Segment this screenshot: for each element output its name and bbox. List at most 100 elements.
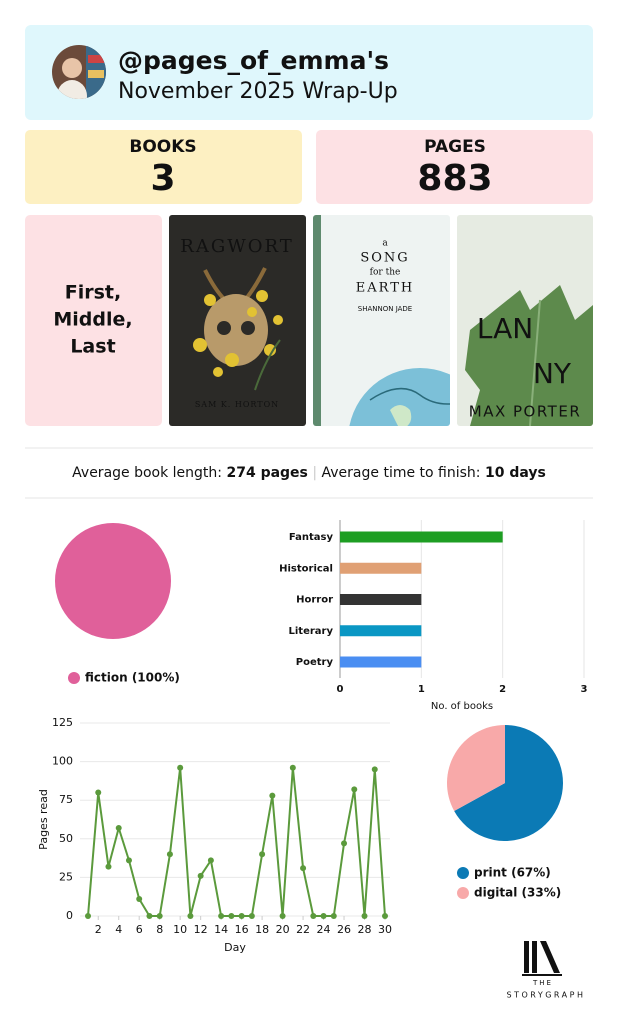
y-tick-label: 0: [66, 909, 73, 922]
book-title: NY: [533, 357, 572, 390]
point: [279, 913, 286, 919]
legend-swatch: [68, 672, 80, 684]
book-title: a: [382, 239, 388, 249]
username: @pages_of_emma's: [118, 46, 389, 75]
books-label: BOOKS: [129, 137, 196, 157]
pie-slice: [447, 725, 505, 811]
book-title: LAN: [477, 312, 533, 345]
avg-time: 10 days: [485, 465, 546, 481]
x-axis-label: No. of books: [431, 701, 493, 712]
point: [95, 789, 102, 796]
highlight-line: Middle,: [53, 309, 132, 331]
point: [115, 824, 122, 831]
point: [330, 913, 337, 919]
y-tick-label: 125: [52, 716, 73, 729]
book-cover: [169, 215, 306, 426]
highlight-box: [25, 215, 162, 426]
x-axis-label: Day: [224, 941, 246, 954]
x-tick-label: 1: [418, 684, 425, 695]
category-label: Fantasy: [289, 532, 334, 543]
point: [197, 872, 204, 879]
separator: |: [312, 465, 317, 481]
header-box: [25, 25, 593, 120]
x-tick-label: 2: [499, 684, 506, 695]
pages-label: PAGES: [424, 137, 486, 157]
legend-swatch: [457, 867, 469, 879]
x-tick-label: 0: [337, 684, 344, 695]
book-author: SHANNON JADE: [358, 305, 412, 313]
line: [87, 766, 386, 917]
averages: Average book length: 274 pages | Average…: [72, 465, 546, 481]
x-tick-label: 2: [95, 923, 102, 936]
x-tick-label: 10: [173, 923, 187, 936]
point: [156, 913, 163, 919]
x-tick-label: 20: [276, 923, 290, 936]
x-tick-label: 22: [296, 923, 310, 936]
point: [300, 865, 307, 872]
point: [85, 913, 91, 919]
point: [259, 851, 266, 858]
point: [289, 764, 296, 771]
point: [310, 913, 317, 919]
y-tick-label: 25: [59, 870, 73, 883]
pie-slice: [454, 725, 564, 842]
pages-count: 883: [417, 158, 492, 199]
bar: [340, 625, 422, 637]
x-tick-label: 3: [581, 684, 588, 695]
pie-slice: [55, 523, 171, 639]
logo-text: STORYGRAPH: [507, 991, 586, 1000]
x-tick-label: 6: [136, 923, 143, 936]
category-label: Poetry: [296, 657, 334, 668]
book-title: for the: [370, 268, 401, 278]
point: [269, 792, 276, 799]
x-tick-label: 26: [337, 923, 351, 936]
x-tick-label: 4: [115, 923, 122, 936]
book-author: MAX PORTER: [469, 403, 582, 421]
y-axis-label: Pages read: [37, 789, 50, 850]
avg-length-label: Average book length:: [72, 465, 222, 481]
legend-label: print (67%): [474, 866, 551, 880]
point: [361, 913, 368, 919]
point: [341, 840, 348, 847]
x-tick-label: 8: [156, 923, 163, 936]
y-tick-label: 50: [59, 832, 73, 845]
legend-swatch: [457, 887, 469, 899]
legend-label: digital (33%): [474, 886, 561, 900]
point: [125, 857, 132, 864]
avatar: [52, 45, 106, 99]
point: [238, 913, 245, 919]
point: [248, 913, 255, 919]
point: [136, 896, 143, 903]
highlight-line: Last: [70, 336, 115, 358]
logo: [522, 941, 562, 976]
bar: [340, 562, 422, 574]
bar: [340, 531, 503, 543]
books-box: [25, 130, 302, 204]
x-tick-label: 24: [317, 923, 331, 936]
point: [371, 766, 378, 773]
x-tick-label: 12: [194, 923, 208, 936]
x-tick-label: 30: [378, 923, 392, 936]
category-label: Horror: [296, 595, 333, 606]
y-tick-label: 75: [59, 793, 73, 806]
point: [105, 863, 112, 870]
y-tick-label: 100: [52, 755, 73, 768]
book-title: SONG: [360, 251, 409, 266]
logo-text: THE: [532, 979, 553, 987]
point: [218, 913, 225, 919]
highlight-line: First,: [65, 282, 121, 304]
point: [207, 857, 214, 864]
book-title: EARTH: [356, 281, 414, 296]
category-label: Literary: [289, 626, 334, 637]
book-title: RAGWORT: [180, 236, 293, 257]
point: [351, 786, 358, 793]
book-cover: [313, 215, 450, 426]
point: [166, 851, 173, 858]
bar: [340, 594, 422, 605]
point: [177, 764, 184, 771]
x-tick-label: 16: [235, 923, 249, 936]
bar: [340, 656, 422, 668]
avg-time-label: Average time to finish:: [322, 465, 481, 481]
